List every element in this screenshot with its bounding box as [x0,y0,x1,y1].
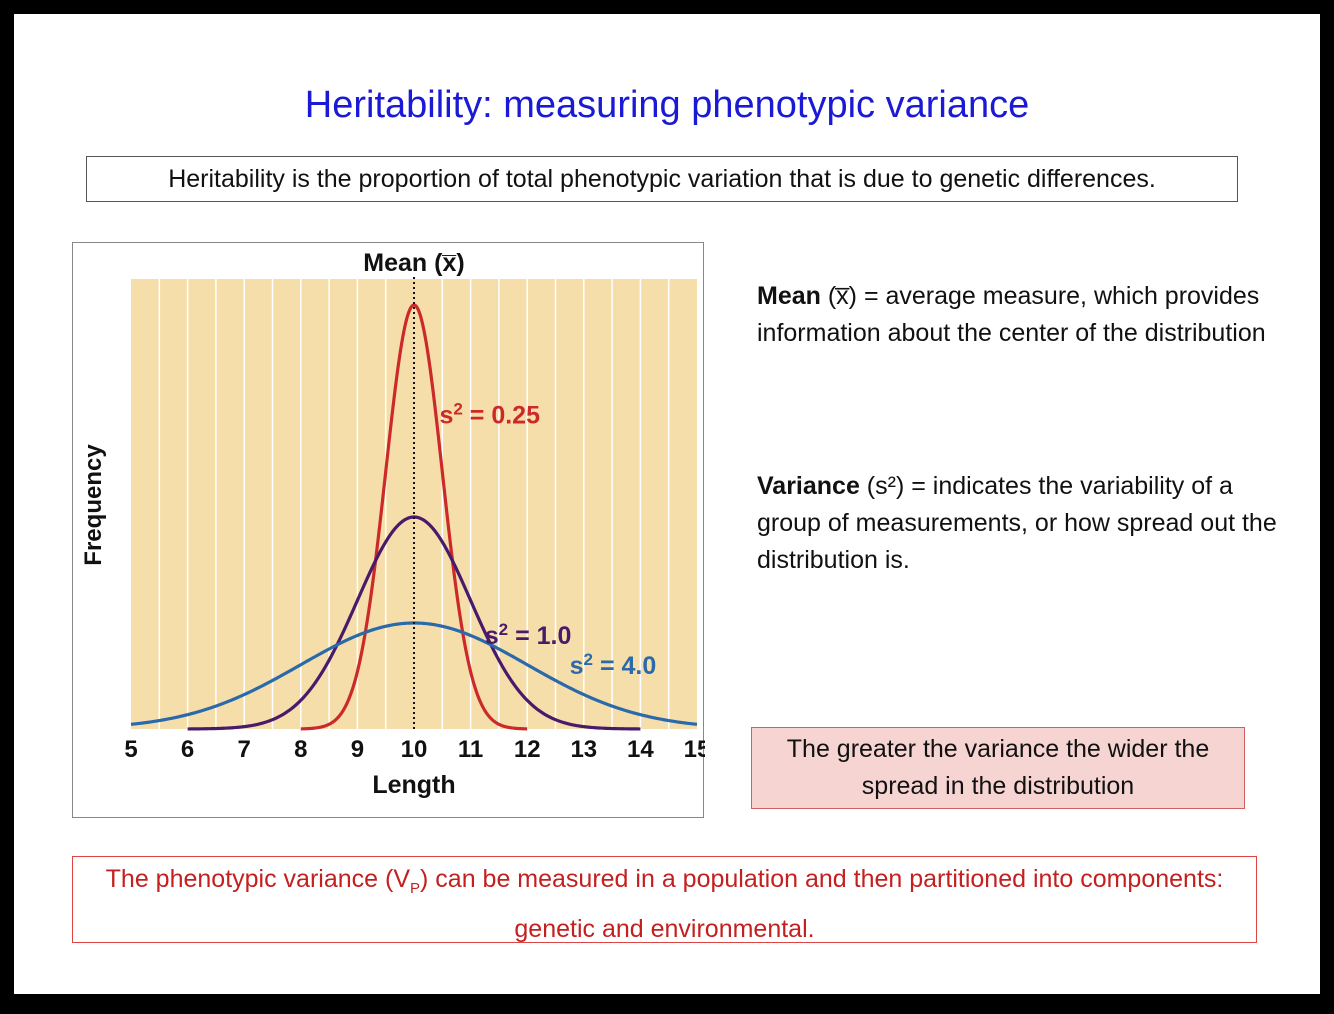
partition-note-box: The phenotypic variance (VP) can be meas… [72,856,1257,943]
x-tick-label: 8 [294,736,307,763]
x-tick-label: 7 [238,736,251,763]
variance-definition: (s²) = indicates the variability of a gr… [757,472,1277,574]
mean-term: Mean [757,282,821,310]
chart-frame: s2 = 0.25 s2 = 1.0 s2 = 4.0 Mean (x̅) 5 6 7 8 9 1… [72,242,705,818]
mean-definition: (x̅) = average measure, which provides i… [757,282,1266,347]
y-axis-label: Frequency [80,444,107,566]
x-axis-label: Length [372,771,455,799]
x-tick-label: 14 [627,736,654,763]
x-tick-label: 9 [351,736,364,763]
slide-title: Heritability: measuring phenotypic varia… [304,84,1030,126]
x-tick-label: 6 [181,736,194,763]
series-label-3: s2 = 4.0 [570,650,657,680]
partition-text-end: ) can be measured in a population and th… [420,865,1224,943]
slide: Heritability: measuring phenotypic varia… [14,14,1320,994]
variance-chart: s2 = 0.25 s2 = 1.0s2 = 4.0 Mean (x̅) 5 6 7 8 9 1… [80,249,705,799]
mean-description: Mean (x̅) = average measure, which provi… [757,278,1277,352]
partition-subscript: P [410,880,421,897]
x-tick-label: 10 [401,736,428,763]
x-tick-label: 15 [684,736,705,763]
spread-note-box: The greater the variance the wider the s… [751,727,1245,809]
x-tick-label: 12 [514,736,541,763]
variance-term: Variance [757,472,860,500]
curve-1 [300,303,528,731]
series-label-2: s2 = 1.0 [485,620,572,650]
definition-box: Heritability is the proportion of total … [86,156,1238,202]
x-tick-label: 5 [124,736,137,763]
x-tick-label: 13 [570,736,597,763]
variance-description: Variance (s²) = indicates the variabilit… [757,468,1277,579]
x-tick-label: 11 [458,736,483,763]
partition-text-start: The phenotypic variance (V [105,865,410,893]
chart-title: Mean (x̅) [363,249,464,277]
series-label-1: s2 = 0.25 [439,400,540,430]
